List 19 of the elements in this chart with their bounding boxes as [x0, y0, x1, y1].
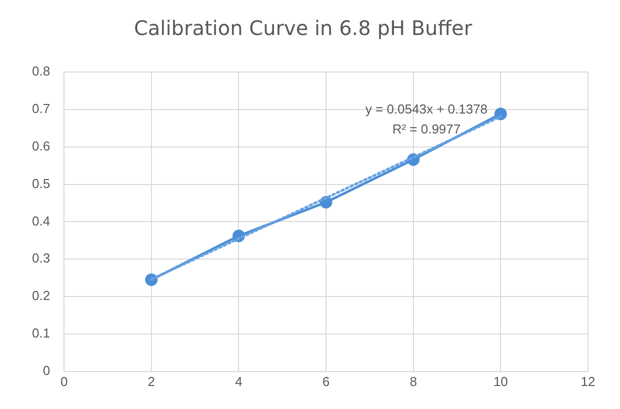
annotation: y = 0.0543x + 0.1378: [365, 101, 488, 116]
x-tick-label: 10: [493, 374, 508, 389]
x-tick-label: 6: [322, 374, 330, 389]
x-tick-label: 2: [148, 374, 156, 389]
y-tick-label: 0.8: [32, 64, 50, 79]
x-tick-label: 12: [580, 374, 596, 389]
x-tick-label: 4: [235, 374, 242, 389]
y-tick-label: 0.1: [32, 326, 50, 341]
y-tick-label: 0.4: [32, 213, 50, 228]
y-tick-label: 0.5: [32, 176, 50, 191]
y-tick-label: 0: [42, 362, 50, 378]
x-tick-label: 8: [410, 374, 417, 389]
y-tick-label: 0.2: [32, 288, 50, 304]
y-tick-label: 0.3: [32, 250, 50, 266]
annotation: R² = 0.9977: [392, 121, 461, 136]
x-tick-label: 0: [60, 374, 68, 389]
chart-title: Calibration Curve in 6.8 pH Buffer: [134, 16, 473, 40]
y-tick-label: 0.6: [32, 138, 50, 154]
y-tick-label: 0.7: [32, 101, 50, 116]
